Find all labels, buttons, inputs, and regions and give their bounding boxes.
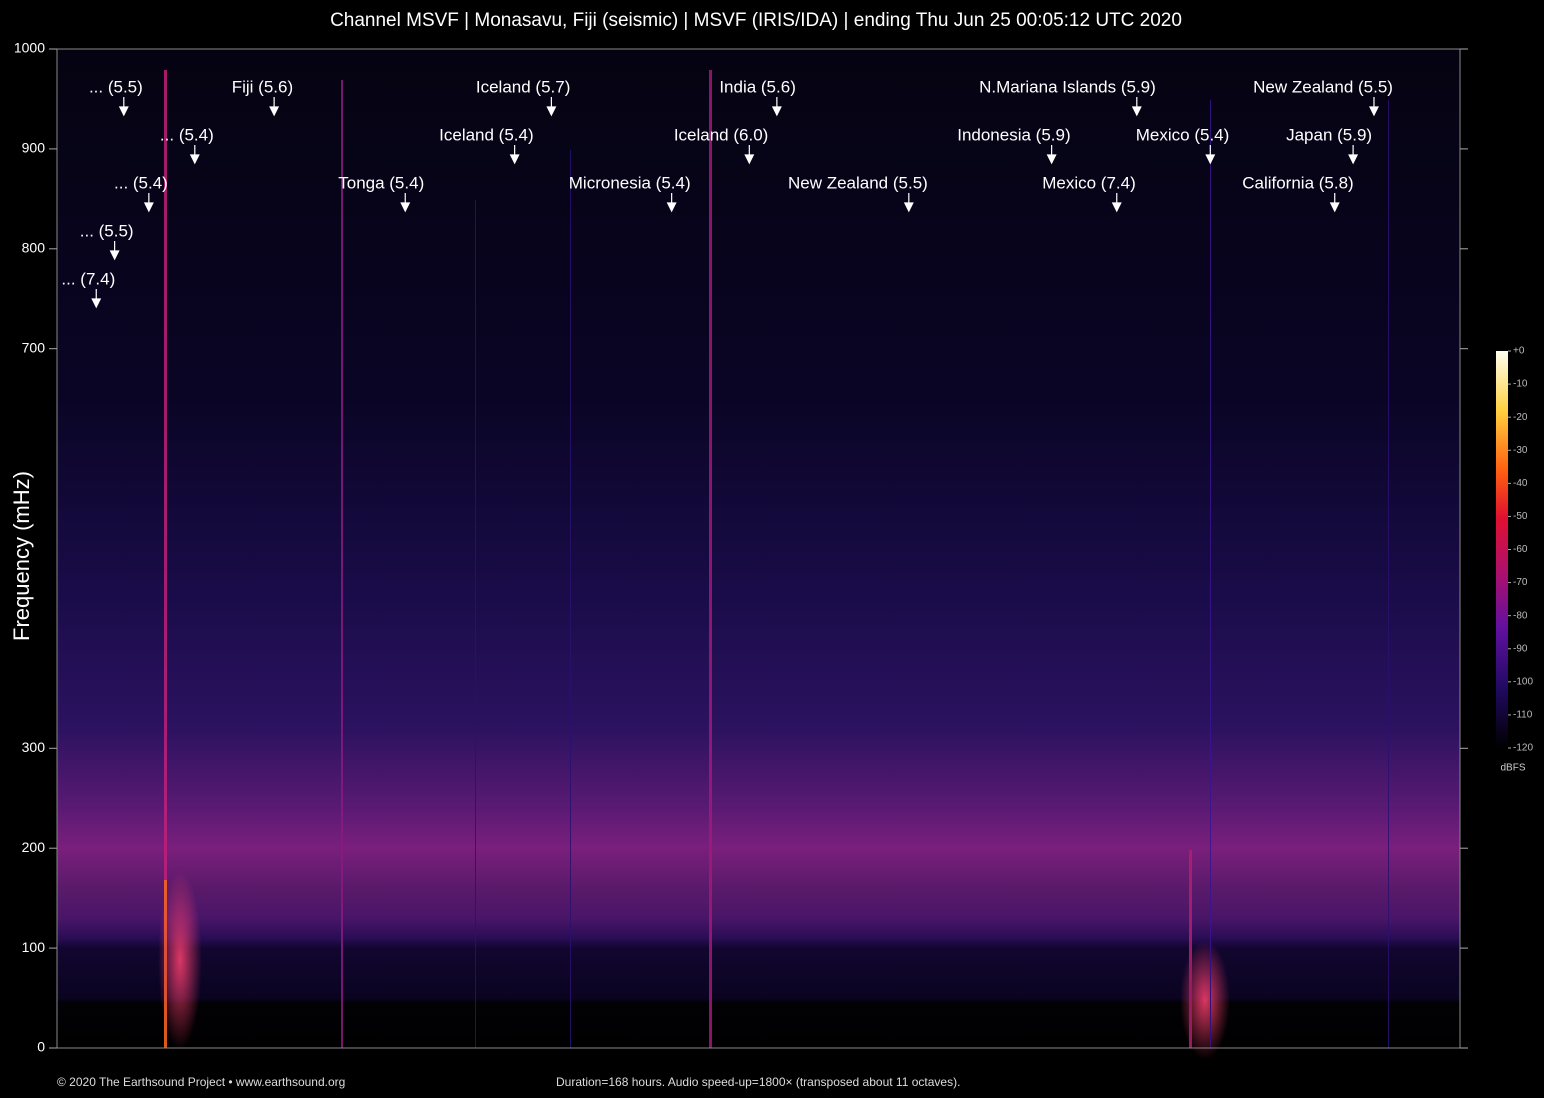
annotation-label: N.Mariana Islands (5.9) <box>979 77 1156 96</box>
colorbar-tick-label: -80 <box>1513 610 1528 621</box>
annotation-label: New Zealand (5.5) <box>1253 77 1393 96</box>
y-tick-label: 900 <box>22 140 46 156</box>
annotation-arrow <box>109 241 120 261</box>
colorbar-tick-label: -20 <box>1513 412 1528 423</box>
y-tick-label: 100 <box>22 939 46 955</box>
colorbar-tick-label: -50 <box>1513 511 1528 522</box>
annotation-arrow <box>1369 97 1379 117</box>
annotation-arrow <box>269 97 280 117</box>
colorbar-tick-label: -120 <box>1513 743 1533 754</box>
colorbar-tick-label: -90 <box>1513 643 1528 654</box>
annotation-arrow <box>400 193 411 213</box>
annotation-arrow <box>1329 193 1340 213</box>
colorbar <box>1496 351 1508 748</box>
annotation-arrow <box>1205 145 1216 165</box>
annotation-arrow <box>118 97 129 117</box>
annotation-label: Mexico (5.4) <box>1136 125 1230 144</box>
annotation-arrow <box>744 145 755 165</box>
colorbar-tick-label: -10 <box>1513 379 1528 390</box>
annotation-label: Iceland (5.7) <box>476 77 571 96</box>
annotation-label: India (5.6) <box>719 77 796 96</box>
annotation-arrow <box>1111 193 1122 213</box>
annotation-label: Japan (5.9) <box>1286 125 1372 144</box>
colorbar-tick-label: -70 <box>1513 577 1528 588</box>
annotation-label: ... (5.5) <box>80 221 134 240</box>
spectrogram-streaks <box>158 70 1389 1060</box>
annotation-arrow <box>91 289 102 309</box>
annotation-label: Micronesia (5.4) <box>569 173 691 192</box>
annotation-arrow <box>903 193 914 213</box>
y-tick-label: 300 <box>22 739 46 755</box>
colorbar-tick-label: -110 <box>1513 710 1533 721</box>
y-tick-label: 0 <box>37 1039 45 1055</box>
annotation-label: ... (5.5) <box>89 77 143 96</box>
annotation-arrow <box>1046 145 1057 165</box>
spectrogram-background <box>57 49 1460 1048</box>
y-axis-label: Frequency (mHz) <box>9 471 34 641</box>
annotation-label: Iceland (5.4) <box>439 125 534 144</box>
annotation-arrow <box>666 193 677 213</box>
colorbar-tick-label: -60 <box>1513 544 1528 555</box>
annotation-label: Indonesia (5.9) <box>957 125 1070 144</box>
colorbar-tick-label: -100 <box>1513 676 1533 687</box>
footer-note: Duration=168 hours. Audio speed-up=1800×… <box>556 1075 960 1089</box>
annotation-arrow <box>143 193 154 213</box>
annotation-arrow <box>1348 145 1359 165</box>
annotation-label: Tonga (5.4) <box>338 173 424 192</box>
annotation-label: Fiji (5.6) <box>232 77 293 96</box>
annotation-label: California (5.8) <box>1242 173 1354 192</box>
plot-frame <box>56 48 1461 1049</box>
annotation-label: New Zealand (5.5) <box>788 173 928 192</box>
annotation-label: ... (5.4) <box>160 125 214 144</box>
colorbar-label: dBFS <box>1500 763 1525 774</box>
annotation-arrow <box>509 145 520 165</box>
annotation-arrow <box>771 97 782 117</box>
annotation-label: Iceland (6.0) <box>674 125 769 144</box>
annotation-label: Mexico (7.4) <box>1042 173 1136 192</box>
annotation-arrow <box>189 145 200 165</box>
footer-credit: © 2020 The Earthsound Project • www.eart… <box>57 1075 345 1089</box>
annotation-label: ... (5.4) <box>114 173 168 192</box>
annotation-label: ... (7.4) <box>61 269 115 288</box>
colorbar-tick-label: +0 <box>1513 346 1525 357</box>
annotation-arrow <box>546 97 557 117</box>
chart-title: Channel MSVF | Monasavu, Fiji (seismic) … <box>330 10 1182 31</box>
colorbar-tick-label: -30 <box>1513 445 1528 456</box>
y-tick-label: 200 <box>22 839 46 855</box>
y-tick-label: 1000 <box>14 40 45 56</box>
annotation-arrow <box>1131 97 1142 117</box>
colorbar-tick-label: -40 <box>1513 478 1528 489</box>
y-tick-label: 700 <box>22 339 46 355</box>
y-tick-label: 800 <box>22 240 46 256</box>
